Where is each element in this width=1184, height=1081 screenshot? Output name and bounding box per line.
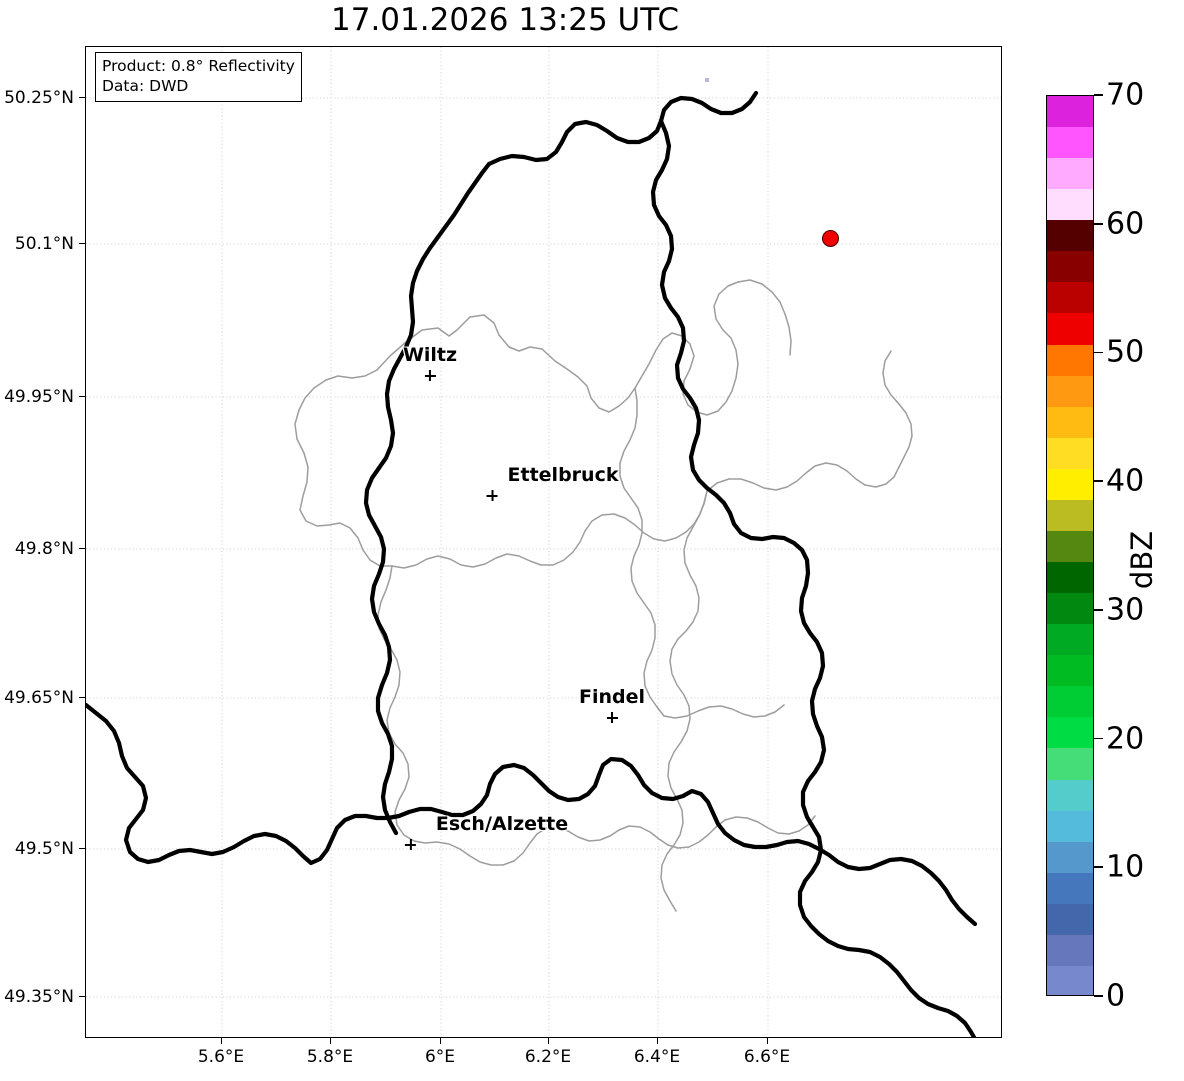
x-tick-mark <box>221 1038 223 1044</box>
colorbar-segment <box>1047 282 1093 315</box>
info-data-line: Data: DWD <box>102 77 189 96</box>
colorbar-tick-mark <box>1094 351 1103 354</box>
colorbar-tick-mark <box>1094 995 1103 997</box>
colorbar-tick-mark <box>1094 609 1103 611</box>
x-tick-label: 6.2°E <box>524 1047 572 1067</box>
colorbar-segment <box>1047 158 1093 190</box>
colorbar-segment <box>1047 717 1093 750</box>
radar-echo-pixel <box>705 78 709 82</box>
x-tick-label: 6.6°E <box>743 1047 791 1067</box>
y-tick-label: 49.95°N <box>4 387 74 407</box>
y-tick-mark <box>79 243 86 245</box>
colorbar-segment <box>1047 593 1093 625</box>
colorbar-tick-label: 20 <box>1106 721 1145 757</box>
x-tick-label: 5.6°E <box>197 1047 245 1067</box>
x-tick-mark <box>330 1038 332 1044</box>
colorbar-segment <box>1047 96 1093 128</box>
y-tick-mark <box>79 548 86 550</box>
colorbar-tick-label: 40 <box>1106 463 1145 499</box>
country-border <box>86 90 978 1037</box>
colorbar-segment <box>1047 872 1093 905</box>
x-tick-mark <box>548 1038 550 1044</box>
colorbar-segment <box>1047 810 1093 843</box>
colorbar-segment <box>1047 220 1093 253</box>
y-tick-label: 50.25°N <box>4 88 74 108</box>
x-tick-label: 5.8°E <box>306 1047 354 1067</box>
colorbar-segment <box>1047 437 1093 470</box>
colorbar-segment <box>1047 841 1093 874</box>
colorbar-tick-mark <box>1094 480 1103 482</box>
colorbar-gradient <box>1046 95 1094 996</box>
colorbar-tick-mark <box>1094 866 1103 869</box>
colorbar-tick-label: 70 <box>1106 77 1145 113</box>
colorbar-segment <box>1047 965 1093 995</box>
y-tick-mark <box>79 697 86 699</box>
map-vector-layer <box>86 47 1001 1037</box>
y-tick-label: 49.65°N <box>4 688 74 708</box>
colorbar-segment <box>1047 251 1093 284</box>
colorbar-segment <box>1047 934 1093 967</box>
city-label-wiltz: Wiltz <box>403 346 457 381</box>
colorbar-segment <box>1047 686 1093 719</box>
y-tick-label: 49.35°N <box>4 987 74 1007</box>
city-marker-icon <box>424 370 436 381</box>
colorbar[interactable]: 70 60 50 40 30 20 10 0 <box>1046 78 1144 1014</box>
colorbar-segment <box>1047 903 1093 936</box>
map-gridlines <box>86 47 1001 1037</box>
colorbar-axis-label: dBZ <box>1125 530 1159 590</box>
y-tick-mark <box>79 848 86 850</box>
y-tick-mark <box>79 996 86 998</box>
y-tick-mark <box>79 97 86 99</box>
colorbar-tick-mark <box>1094 222 1103 225</box>
colorbar-segment <box>1047 375 1093 408</box>
colorbar-segment <box>1047 655 1093 687</box>
colorbar-segment <box>1047 406 1093 439</box>
y-tick-label: 49.8°N <box>14 539 74 559</box>
colorbar-tick-label: 60 <box>1106 206 1145 242</box>
admin-boundaries <box>294 279 913 912</box>
city-name: Esch/Alzette <box>435 813 569 835</box>
colorbar-tick-mark <box>1094 94 1103 96</box>
city-marker-icon <box>404 839 416 850</box>
city-label-ettelbruck: Ettelbruck <box>486 464 619 501</box>
colorbar-segment <box>1047 779 1093 812</box>
city-name: Findel <box>578 686 646 708</box>
city-marker-icon <box>486 490 498 501</box>
x-tick-mark <box>767 1038 769 1044</box>
city-marker-icon <box>606 712 618 723</box>
colorbar-segment <box>1047 344 1093 377</box>
colorbar-segment <box>1047 499 1093 532</box>
colorbar-segment <box>1047 748 1093 781</box>
y-tick-mark <box>79 396 86 398</box>
info-product-line: Product: 0.8° Reflectivity <box>102 57 295 75</box>
x-tick-label: 6.4°E <box>633 1047 681 1067</box>
colorbar-tick-label: 30 <box>1106 592 1145 628</box>
colorbar-tick-mark <box>1094 737 1103 740</box>
city-label-esch-alzette: Esch/Alzette <box>404 813 569 850</box>
radar-station-marker[interactable] <box>822 230 839 247</box>
x-tick-mark <box>440 1038 442 1044</box>
y-tick-label: 49.5°N <box>14 839 74 859</box>
city-name: Wiltz <box>402 344 458 366</box>
product-info-box: Product: 0.8° Reflectivity Data: DWD <box>95 52 302 102</box>
y-tick-label: 50.1°N <box>14 234 74 254</box>
colorbar-segment <box>1047 189 1093 221</box>
x-tick-mark <box>657 1038 659 1044</box>
city-name: Ettelbruck <box>507 464 619 486</box>
colorbar-segment <box>1047 624 1093 656</box>
colorbar-tick-label: 0 <box>1106 978 1126 1014</box>
colorbar-segment <box>1047 530 1093 563</box>
map-plot-area[interactable]: Wiltz Ettelbruck Findel Esch/Alzette <box>85 46 1002 1038</box>
colorbar-segment <box>1047 313 1093 346</box>
page-title: 17.01.2026 13:25 UTC <box>331 2 679 38</box>
colorbar-tick-label: 10 <box>1106 849 1145 885</box>
colorbar-segment <box>1047 127 1093 159</box>
colorbar-tick-label: 50 <box>1106 334 1145 370</box>
colorbar-segment <box>1047 562 1093 594</box>
x-tick-label: 6°E <box>424 1047 456 1067</box>
colorbar-segment <box>1047 468 1093 501</box>
city-label-findel: Findel <box>579 688 645 723</box>
